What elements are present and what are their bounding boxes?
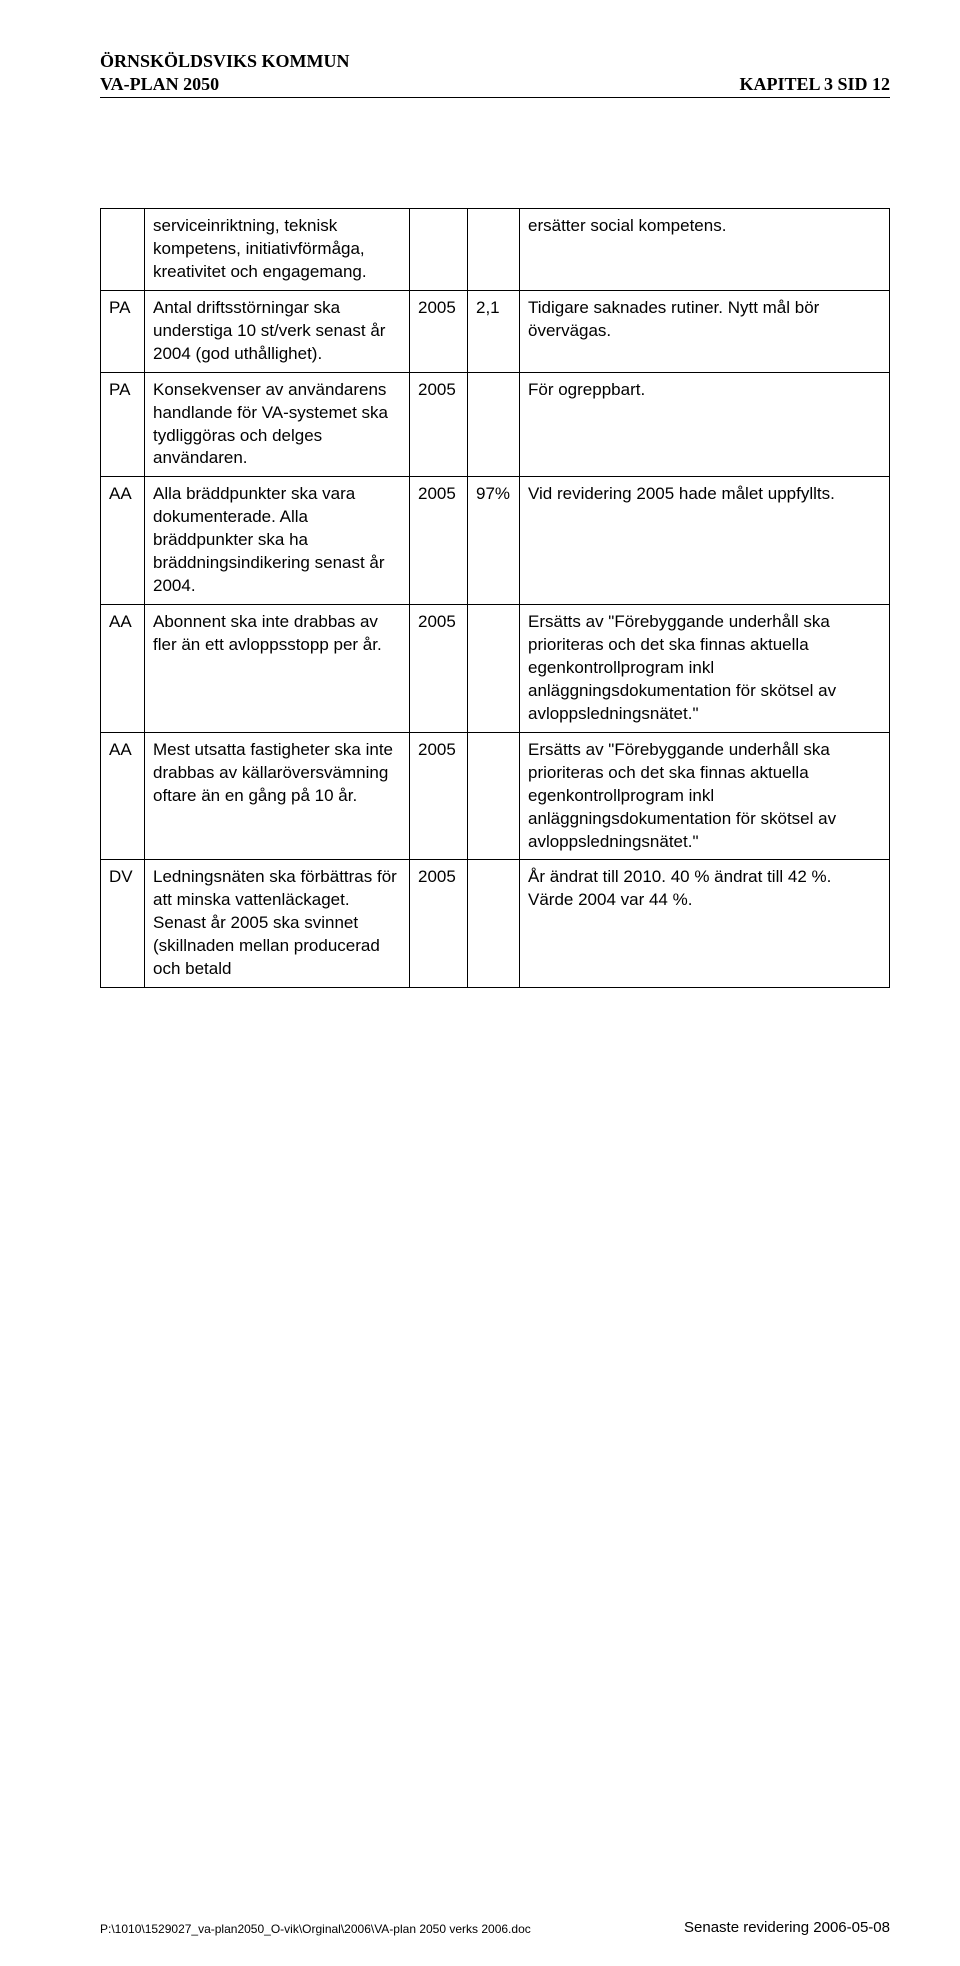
table-cell: DV	[101, 860, 145, 988]
table-cell	[468, 209, 520, 291]
table-cell: Ersätts av "Förebyggande underhåll ska p…	[520, 605, 890, 733]
table-cell: 2005	[410, 477, 468, 605]
table-cell: AA	[101, 477, 145, 605]
table-cell: För ogreppbart.	[520, 372, 890, 477]
table-cell: Abonnent ska inte drabbas av fler än ett…	[145, 605, 410, 733]
table-cell	[468, 372, 520, 477]
table-cell: AA	[101, 732, 145, 860]
table-row: PAKonsekvenser av användarens handlande …	[101, 372, 890, 477]
table-row: PAAntal driftsstörningar ska understiga …	[101, 290, 890, 372]
table-row: AAAbonnent ska inte drabbas av fler än e…	[101, 605, 890, 733]
table-row: serviceinriktning, teknisk kompetens, in…	[101, 209, 890, 291]
footer-path: P:\1010\1529027_va-plan2050_O-vik\Orgina…	[100, 1922, 531, 1936]
table-cell: Vid revidering 2005 hade målet uppfyllts…	[520, 477, 890, 605]
table-cell: Antal driftsstörningar ska understiga 10…	[145, 290, 410, 372]
header-left: ÖRNSKÖLDSVIKS KOMMUN VA-PLAN 2050	[100, 50, 350, 95]
table-cell: 2,1	[468, 290, 520, 372]
table-cell: Tidigare saknades rutiner. Nytt mål bör …	[520, 290, 890, 372]
table-cell: PA	[101, 290, 145, 372]
table-row: DVLedningsnäten ska förbättras för att m…	[101, 860, 890, 988]
footer-revision: Senaste revidering 2006-05-08	[684, 1919, 890, 1936]
table-cell	[101, 209, 145, 291]
table-cell: 2005	[410, 732, 468, 860]
table-cell	[468, 732, 520, 860]
va-plan-table: serviceinriktning, teknisk kompetens, in…	[100, 208, 890, 988]
header-org: ÖRNSKÖLDSVIKS KOMMUN	[100, 50, 350, 73]
table-cell: 2005	[410, 605, 468, 733]
header-plan: VA-PLAN 2050	[100, 73, 350, 96]
table-cell: Konsekvenser av användarens handlande fö…	[145, 372, 410, 477]
page-footer: P:\1010\1529027_va-plan2050_O-vik\Orgina…	[100, 1919, 890, 1936]
table-cell: ersätter social kompetens.	[520, 209, 890, 291]
table-cell: PA	[101, 372, 145, 477]
table-cell	[468, 860, 520, 988]
table-cell: 97%	[468, 477, 520, 605]
table-cell: Alla bräddpunkter ska vara dokumenterade…	[145, 477, 410, 605]
table-cell: Ledningsnäten ska förbättras för att min…	[145, 860, 410, 988]
table-cell	[410, 209, 468, 291]
table-row: AAAlla bräddpunkter ska vara dokumentera…	[101, 477, 890, 605]
table-cell	[468, 605, 520, 733]
table-row: AAMest utsatta fastigheter ska inte drab…	[101, 732, 890, 860]
table-cell: 2005	[410, 290, 468, 372]
table-cell: 2005	[410, 372, 468, 477]
header-chapter: KAPITEL 3 SID 12	[739, 73, 890, 96]
page-header: ÖRNSKÖLDSVIKS KOMMUN VA-PLAN 2050 KAPITE…	[100, 50, 890, 98]
table-cell: Ersätts av "Förebyggande underhåll ska p…	[520, 732, 890, 860]
table-cell: År ändrat till 2010. 40 % ändrat till 42…	[520, 860, 890, 988]
table-cell: 2005	[410, 860, 468, 988]
table-cell: Mest utsatta fastigheter ska inte drabba…	[145, 732, 410, 860]
table-cell: AA	[101, 605, 145, 733]
table-cell: serviceinriktning, teknisk kompetens, in…	[145, 209, 410, 291]
